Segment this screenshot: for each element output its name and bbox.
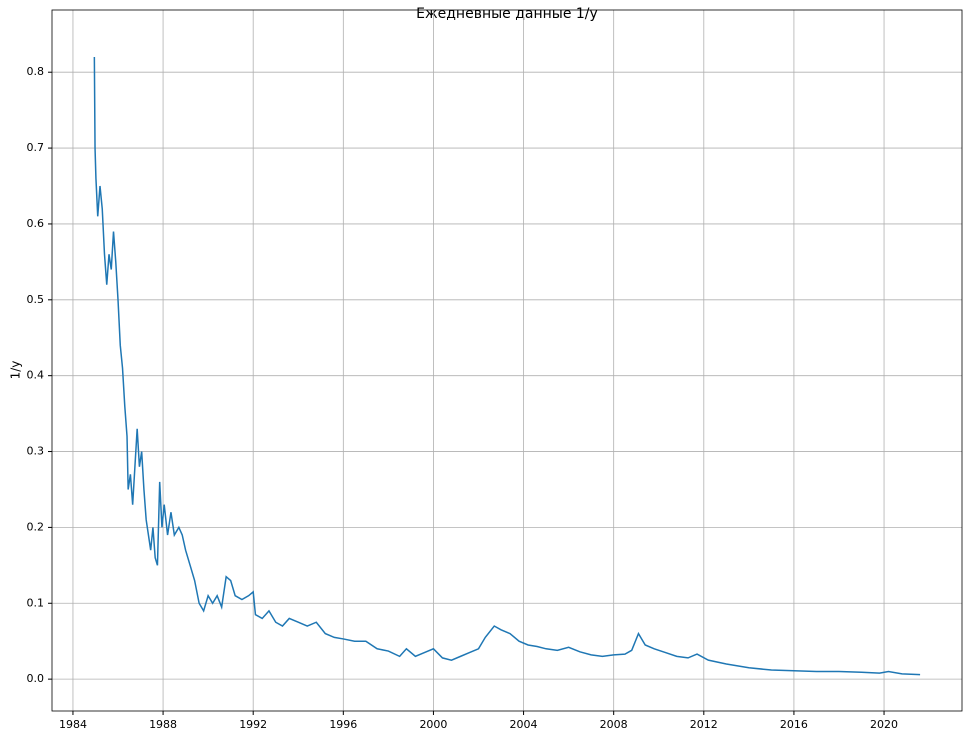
- y-tick-label: 0.6: [27, 217, 45, 230]
- line-series: [93, 57, 921, 676]
- y-tick-label: 0.7: [27, 141, 45, 154]
- y-tick-label: 0.2: [27, 520, 45, 533]
- y-axis-label: 1/y: [9, 361, 23, 380]
- y-tick-label: 0.8: [27, 65, 45, 78]
- x-tick-label: 2004: [510, 718, 538, 731]
- x-tick-label: 2000: [419, 718, 447, 731]
- y-tick-label: 0.4: [27, 369, 45, 382]
- x-tick-label: 1984: [59, 718, 87, 731]
- x-tick-label: 2020: [870, 718, 898, 731]
- x-tick-label: 1988: [149, 718, 177, 731]
- plot-frame: [51, 9, 963, 712]
- y-tick-label: 0.0: [27, 672, 45, 685]
- y-tick-label: 0.5: [27, 293, 45, 306]
- y-tick-label: 0.3: [27, 445, 45, 458]
- x-tick-label: 2012: [690, 718, 718, 731]
- x-tick-label: 2016: [780, 718, 808, 731]
- x-tick-label: 1992: [239, 718, 267, 731]
- x-tick-label: 1996: [329, 718, 357, 731]
- chart-title: Ежедневные данные 1/y: [416, 6, 598, 22]
- x-tick-label: 2008: [600, 718, 628, 731]
- y-tick-label: 0.1: [27, 596, 45, 609]
